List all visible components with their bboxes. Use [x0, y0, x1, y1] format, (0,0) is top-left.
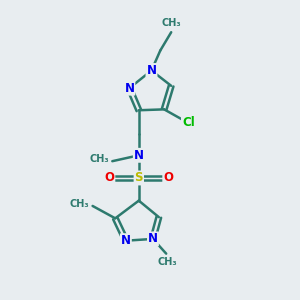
Text: N: N [134, 149, 144, 162]
Text: N: N [148, 232, 158, 245]
Text: N: N [146, 64, 157, 77]
Text: O: O [163, 172, 173, 184]
Text: S: S [135, 172, 143, 184]
Text: CH₃: CH₃ [89, 154, 109, 164]
Text: O: O [104, 172, 114, 184]
Text: CH₃: CH₃ [158, 257, 178, 267]
Text: N: N [121, 234, 131, 247]
Text: N: N [124, 82, 134, 95]
Text: Cl: Cl [182, 116, 195, 129]
Text: CH₃: CH₃ [161, 18, 181, 28]
Text: CH₃: CH₃ [69, 199, 89, 208]
